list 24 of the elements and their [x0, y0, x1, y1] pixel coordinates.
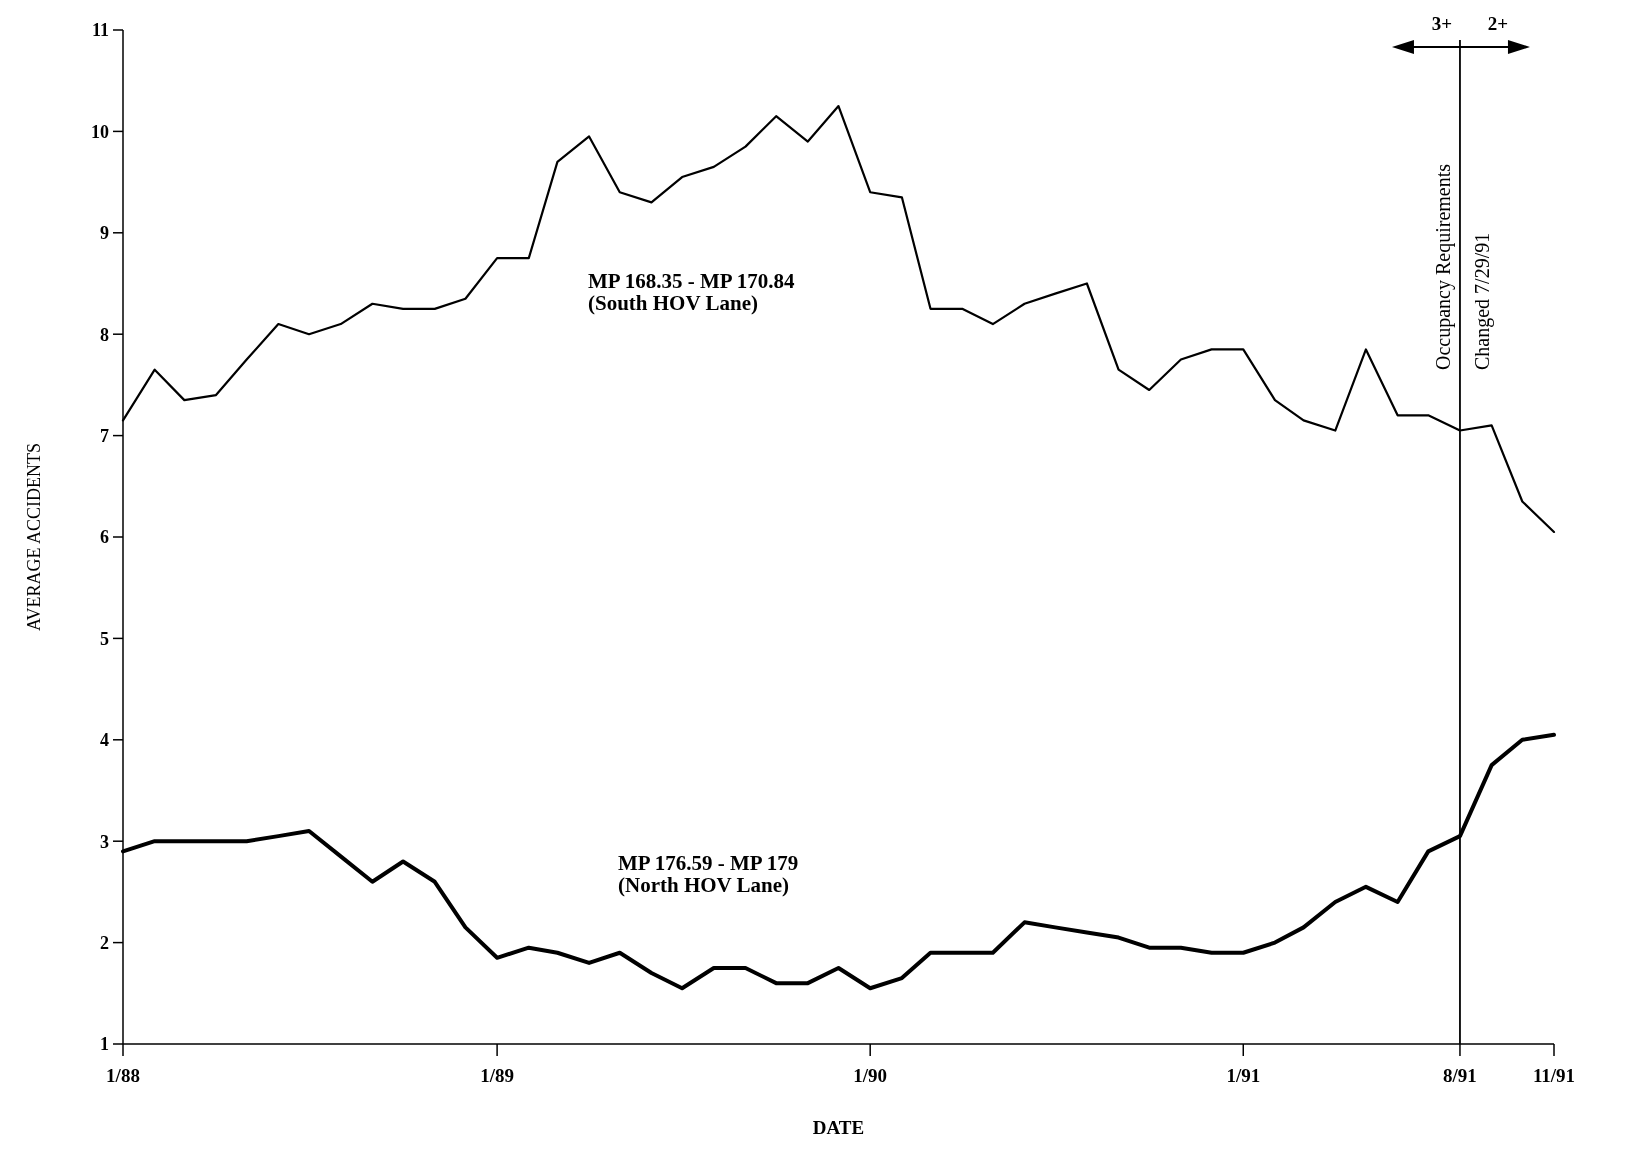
y-axis-title: AVERAGE ACCIDENTS: [24, 442, 44, 632]
annotation: 2+: [1487, 13, 1509, 34]
x-tick-label: 8/91: [1443, 1065, 1477, 1086]
y-tick-label: 4: [100, 730, 109, 751]
y-tick-label: 2: [100, 932, 109, 953]
text: MP 168.35 - MP 170.84 (South HOV Lane): [588, 269, 795, 316]
y-tick-label: 3: [100, 831, 109, 852]
y-tick-label: 9: [100, 223, 109, 244]
text: MP 176.59 - MP 179 (North HOV Lane): [618, 851, 799, 898]
x-tick-label: 11/91: [1532, 1065, 1576, 1086]
y-tick-label: 8: [100, 324, 109, 345]
x-tick-label: 1/90: [853, 1065, 888, 1086]
y-tick-label: 11: [91, 20, 109, 41]
x-tick-label: 1/89: [480, 1065, 514, 1086]
x-axis-title: DATE: [812, 1117, 865, 1138]
y-tick-label: 7: [100, 425, 109, 446]
y-tick-label: 6: [100, 527, 109, 548]
x-tick-label: 1/88: [106, 1065, 140, 1086]
annotation: 3+: [1431, 13, 1453, 34]
y-tick-label: 10: [91, 121, 109, 142]
y-tick-label: 5: [100, 628, 109, 649]
ref-line-label: Occupancy Requirements Changed 7/29/91: [1431, 163, 1494, 370]
y-tick-label: 1: [100, 1034, 109, 1055]
x-tick-label: 1/91: [1226, 1065, 1261, 1086]
